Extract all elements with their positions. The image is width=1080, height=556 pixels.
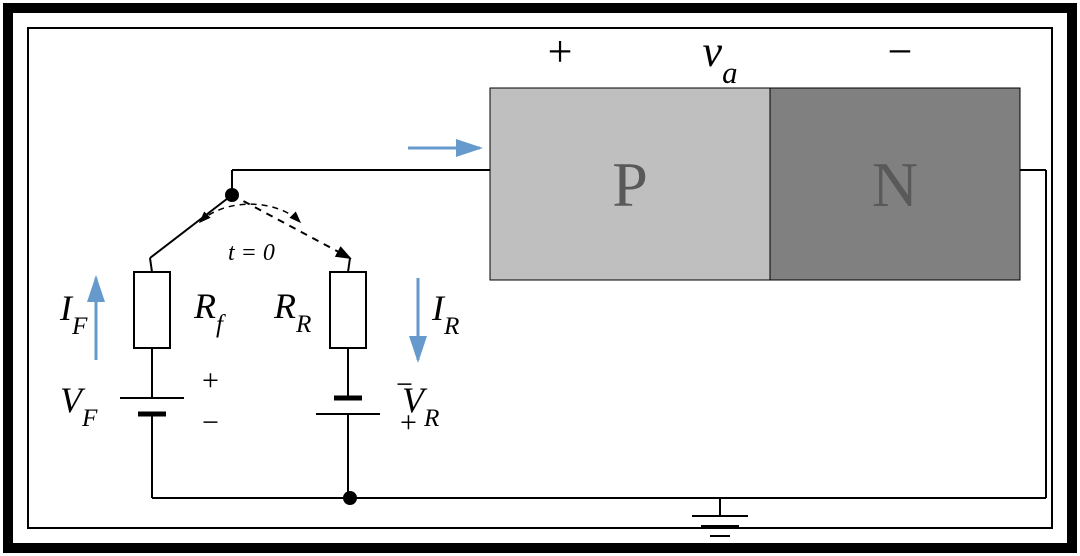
svg-text:−: − — [888, 27, 913, 76]
svg-text:N: N — [872, 149, 918, 220]
svg-text:+: + — [202, 364, 219, 397]
svg-text:+: + — [548, 27, 573, 76]
svg-text:P: P — [612, 149, 648, 220]
svg-text:−: − — [202, 406, 219, 439]
svg-text:t = 0: t = 0 — [228, 240, 275, 266]
